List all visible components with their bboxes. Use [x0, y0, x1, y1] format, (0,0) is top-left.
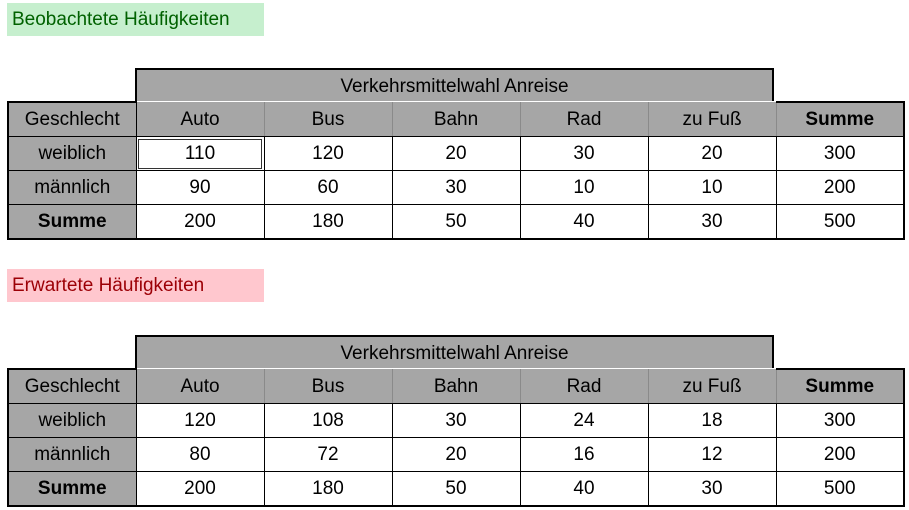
table-cell[interactable]: 18 — [647, 403, 777, 438]
table-cell[interactable]: 500 — [775, 471, 905, 507]
table-cell[interactable]: 40 — [519, 471, 649, 507]
table-row: weiblich 110 120 20 30 20 300 — [7, 136, 905, 171]
table-cell[interactable]: 500 — [775, 204, 905, 240]
table-cell[interactable]: 12 — [647, 437, 777, 472]
table-cell[interactable]: 200 — [775, 437, 905, 472]
column-header-zu-fuss[interactable]: zu Fuß — [647, 102, 777, 137]
table-cell[interactable]: 16 — [519, 437, 649, 472]
expected-group-header: Verkehrsmittelwahl Anreise — [135, 335, 774, 368]
column-header-rad[interactable]: Rad — [519, 102, 649, 137]
table-cell[interactable]: 180 — [263, 204, 393, 240]
row-label-summe[interactable]: Summe — [7, 204, 137, 240]
column-header-rad[interactable]: Rad — [519, 369, 649, 404]
table-cell[interactable]: 72 — [263, 437, 393, 472]
column-header-bus[interactable]: Bus — [263, 102, 393, 137]
expected-frequencies-title: Erwartete Häufigkeiten — [7, 269, 264, 302]
expected-frequencies-table: Geschlecht Auto Bus Bahn Rad zu Fuß Summ… — [7, 368, 905, 507]
table-cell[interactable]: 60 — [263, 170, 393, 205]
observed-group-header: Verkehrsmittelwahl Anreise — [135, 68, 774, 101]
row-label-maennlich[interactable]: männlich — [7, 437, 137, 472]
table-cell[interactable]: 30 — [647, 471, 777, 507]
table-cell[interactable]: 300 — [775, 136, 905, 171]
table-row: männlich 80 72 20 16 12 200 — [7, 437, 905, 472]
column-header-auto[interactable]: Auto — [135, 369, 265, 404]
table-cell[interactable]: 20 — [647, 136, 777, 171]
table-cell[interactable]: 110 — [135, 136, 265, 171]
table-cell[interactable]: 40 — [519, 204, 649, 240]
row-label-maennlich[interactable]: männlich — [7, 170, 137, 205]
table-row-summe: Summe 200 180 50 40 30 500 — [7, 204, 905, 240]
table-cell[interactable]: 20 — [391, 437, 521, 472]
table-cell[interactable]: 120 — [263, 136, 393, 171]
row-label-weiblich[interactable]: weiblich — [7, 403, 137, 438]
observed-frequencies-table: Geschlecht Auto Bus Bahn Rad zu Fuß Summ… — [7, 101, 905, 240]
table-cell[interactable]: 200 — [775, 170, 905, 205]
column-header-bus[interactable]: Bus — [263, 369, 393, 404]
table-cell[interactable]: 24 — [519, 403, 649, 438]
table-cell[interactable]: 200 — [135, 471, 265, 507]
table-row-summe: Summe 200 180 50 40 30 500 — [7, 471, 905, 507]
column-header-summe[interactable]: Summe — [775, 101, 905, 137]
column-header-bahn[interactable]: Bahn — [391, 102, 521, 137]
table-cell[interactable]: 300 — [775, 403, 905, 438]
table-cell[interactable]: 30 — [519, 136, 649, 171]
column-header-geschlecht[interactable]: Geschlecht — [7, 368, 137, 404]
row-label-summe[interactable]: Summe — [7, 471, 137, 507]
column-header-bahn[interactable]: Bahn — [391, 369, 521, 404]
row-label-weiblich[interactable]: weiblich — [7, 136, 137, 171]
column-header-geschlecht[interactable]: Geschlecht — [7, 101, 137, 137]
column-header-auto[interactable]: Auto — [135, 102, 265, 137]
table-cell[interactable]: 30 — [647, 204, 777, 240]
table-row: weiblich 120 108 30 24 18 300 — [7, 403, 905, 438]
table-header-row: Geschlecht Auto Bus Bahn Rad zu Fuß Summ… — [7, 101, 905, 137]
table-cell[interactable]: 80 — [135, 437, 265, 472]
table-cell[interactable]: 10 — [647, 170, 777, 205]
table-cell[interactable]: 30 — [391, 403, 521, 438]
observed-frequencies-title: Beobachtete Häufigkeiten — [7, 3, 264, 36]
table-header-row: Geschlecht Auto Bus Bahn Rad zu Fuß Summ… — [7, 368, 905, 404]
table-cell[interactable]: 90 — [135, 170, 265, 205]
table-cell[interactable]: 108 — [263, 403, 393, 438]
table-cell[interactable]: 50 — [391, 471, 521, 507]
table-cell[interactable]: 120 — [135, 403, 265, 438]
column-header-summe[interactable]: Summe — [775, 368, 905, 404]
table-cell[interactable]: 180 — [263, 471, 393, 507]
table-cell[interactable]: 200 — [135, 204, 265, 240]
table-cell[interactable]: 30 — [391, 170, 521, 205]
table-row: männlich 90 60 30 10 10 200 — [7, 170, 905, 205]
table-cell[interactable]: 50 — [391, 204, 521, 240]
column-header-zu-fuss[interactable]: zu Fuß — [647, 369, 777, 404]
table-cell[interactable]: 20 — [391, 136, 521, 171]
table-cell[interactable]: 10 — [519, 170, 649, 205]
